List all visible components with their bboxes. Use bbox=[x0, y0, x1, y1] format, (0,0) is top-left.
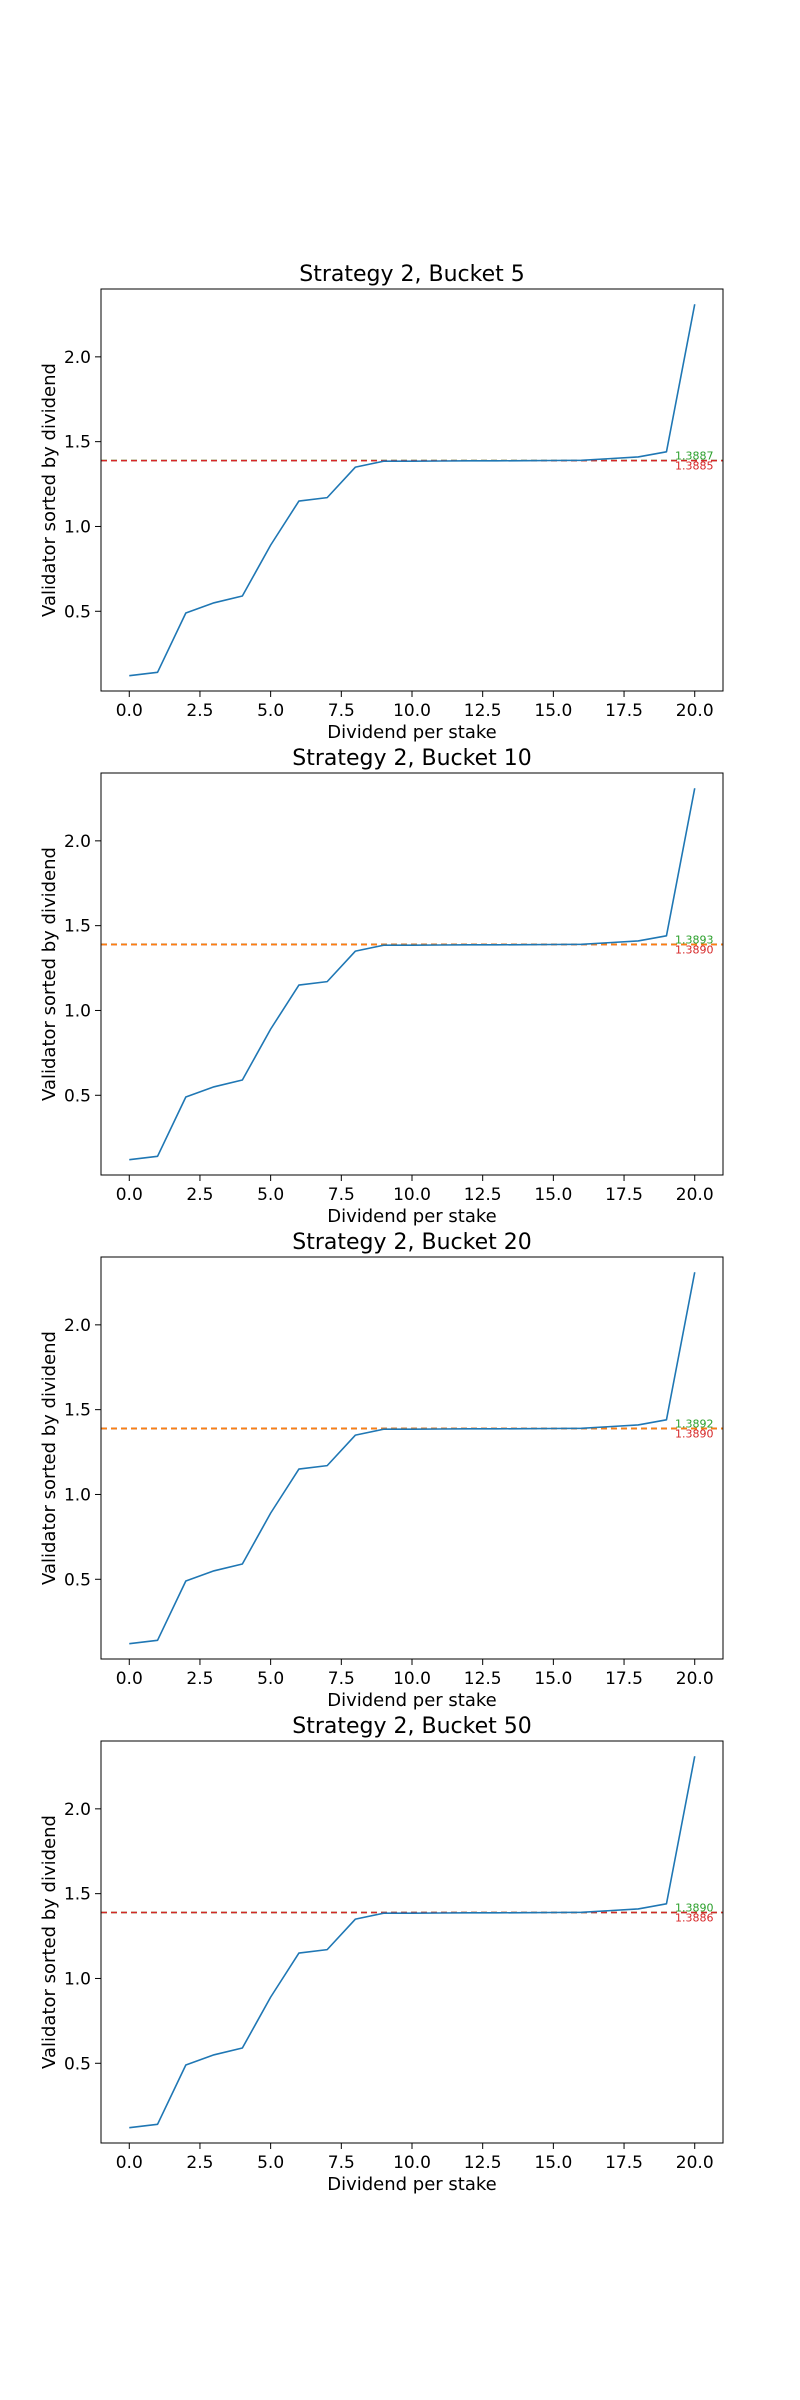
reference-line-label: 1.3885 bbox=[675, 460, 714, 473]
y-tick-label: 0.5 bbox=[64, 1570, 91, 1590]
chart-title: Strategy 2, Bucket 50 bbox=[292, 1714, 531, 1739]
chart-title: Strategy 2, Bucket 10 bbox=[292, 746, 531, 771]
y-tick-label: 1.5 bbox=[64, 1885, 91, 1905]
x-tick-label: 5.0 bbox=[257, 1669, 284, 1689]
x-tick-label: 20.0 bbox=[676, 701, 714, 721]
x-tick-label: 7.5 bbox=[328, 1185, 355, 1205]
reference-line-label: 1.3887 bbox=[675, 450, 714, 463]
reference-line-label: 1.3893 bbox=[675, 933, 714, 946]
y-tick-label: 0.5 bbox=[64, 602, 91, 622]
x-tick-label: 0.0 bbox=[116, 2153, 143, 2173]
y-tick-label: 1.0 bbox=[64, 517, 91, 537]
x-tick-label: 2.5 bbox=[186, 1185, 213, 1205]
x-tick-label: 15.0 bbox=[534, 2153, 572, 2173]
x-tick-label: 5.0 bbox=[257, 1185, 284, 1205]
x-tick-label: 7.5 bbox=[328, 2153, 355, 2173]
y-tick-label: 1.5 bbox=[64, 917, 91, 937]
y-tick-label: 2.0 bbox=[64, 1800, 91, 1820]
x-tick-label: 10.0 bbox=[393, 701, 431, 721]
y-axis-label: Validator sorted by dividend bbox=[39, 363, 60, 617]
y-tick-label: 2.0 bbox=[64, 348, 91, 368]
x-tick-label: 12.5 bbox=[464, 701, 502, 721]
series-line bbox=[129, 304, 696, 677]
x-axis-label: Dividend per stake bbox=[327, 2174, 497, 2195]
x-tick-label: 7.5 bbox=[328, 701, 355, 721]
x-tick-label: 15.0 bbox=[534, 701, 572, 721]
x-tick-label: 10.0 bbox=[393, 1185, 431, 1205]
y-tick-label: 1.0 bbox=[64, 1969, 91, 1989]
reference-line-label: 1.3890 bbox=[675, 1427, 714, 1440]
x-tick-label: 5.0 bbox=[257, 701, 284, 721]
x-tick-label: 17.5 bbox=[605, 1185, 643, 1205]
y-tick-label: 1.0 bbox=[64, 1001, 91, 1021]
reference-line-label: 1.3892 bbox=[675, 1417, 714, 1430]
x-tick-label: 15.0 bbox=[534, 1185, 572, 1205]
y-axis-label: Validator sorted by dividend bbox=[39, 847, 60, 1101]
x-tick-label: 2.5 bbox=[186, 701, 213, 721]
y-axis-label: Validator sorted by dividend bbox=[39, 1331, 60, 1585]
x-tick-label: 17.5 bbox=[605, 1669, 643, 1689]
x-tick-label: 10.0 bbox=[393, 1669, 431, 1689]
x-tick-label: 17.5 bbox=[605, 701, 643, 721]
x-tick-label: 0.0 bbox=[116, 701, 143, 721]
x-tick-label: 15.0 bbox=[534, 1669, 572, 1689]
x-tick-label: 10.0 bbox=[393, 2153, 431, 2173]
y-tick-label: 0.5 bbox=[64, 2054, 91, 2074]
reference-line-label: 1.3886 bbox=[675, 1912, 714, 1925]
x-tick-label: 2.5 bbox=[186, 2153, 213, 2173]
x-tick-label: 20.0 bbox=[676, 2153, 714, 2173]
x-axis-label: Dividend per stake bbox=[327, 1206, 497, 1227]
series-line bbox=[129, 788, 696, 1161]
x-tick-label: 0.0 bbox=[116, 1185, 143, 1205]
chart-title: Strategy 2, Bucket 20 bbox=[292, 1230, 531, 1255]
x-tick-label: 5.0 bbox=[257, 2153, 284, 2173]
y-tick-label: 2.0 bbox=[64, 1316, 91, 1336]
y-tick-label: 1.5 bbox=[64, 1401, 91, 1421]
x-axis-label: Dividend per stake bbox=[327, 1690, 497, 1711]
series-line bbox=[129, 1756, 696, 2129]
series-line bbox=[129, 1272, 696, 1645]
x-tick-label: 2.5 bbox=[186, 1669, 213, 1689]
x-tick-label: 12.5 bbox=[464, 1669, 502, 1689]
y-tick-label: 1.5 bbox=[64, 433, 91, 453]
x-tick-label: 12.5 bbox=[464, 2153, 502, 2173]
x-tick-label: 0.0 bbox=[116, 1669, 143, 1689]
y-tick-label: 0.5 bbox=[64, 1086, 91, 1106]
x-tick-label: 12.5 bbox=[464, 1185, 502, 1205]
chart-title: Strategy 2, Bucket 5 bbox=[299, 262, 524, 287]
x-tick-label: 20.0 bbox=[676, 1669, 714, 1689]
x-tick-label: 17.5 bbox=[605, 2153, 643, 2173]
y-tick-label: 2.0 bbox=[64, 832, 91, 852]
reference-line-label: 1.3890 bbox=[675, 943, 714, 956]
reference-line-label: 1.3890 bbox=[675, 1901, 714, 1914]
y-axis-label: Validator sorted by dividend bbox=[39, 1815, 60, 2069]
x-axis-label: Dividend per stake bbox=[327, 722, 497, 743]
y-tick-label: 1.0 bbox=[64, 1485, 91, 1505]
x-tick-label: 7.5 bbox=[328, 1669, 355, 1689]
x-tick-label: 20.0 bbox=[676, 1185, 714, 1205]
